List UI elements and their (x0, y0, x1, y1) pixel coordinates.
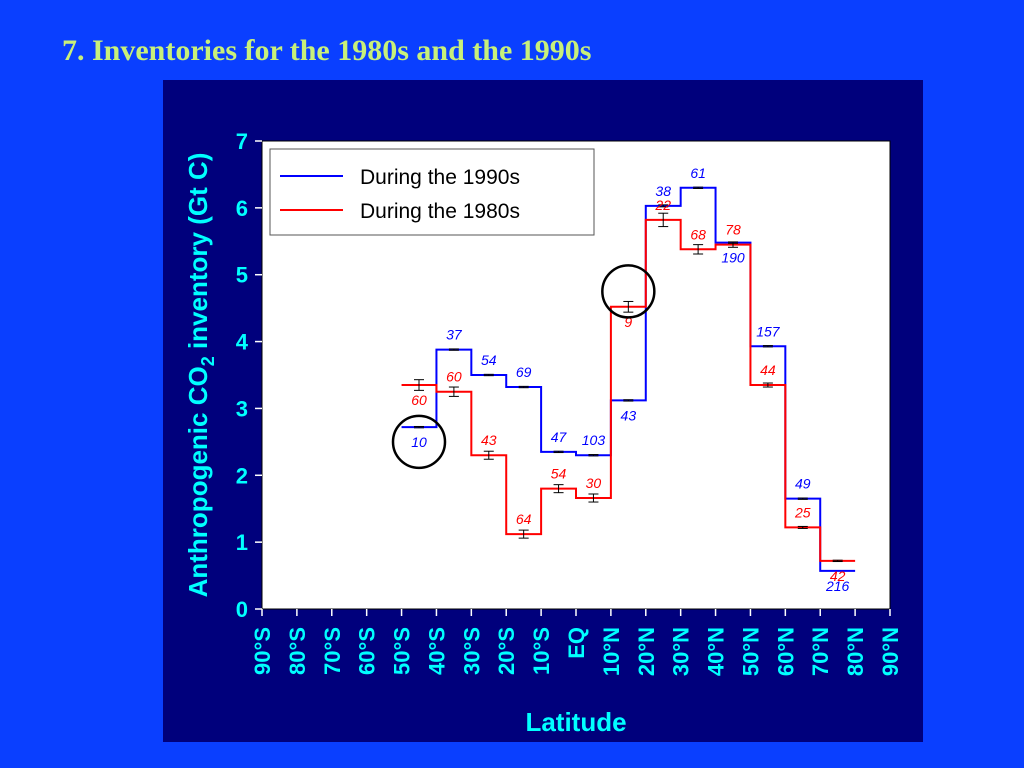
y-tick-label: 3 (236, 396, 248, 421)
legend-label-1990s: During the 1990s (360, 166, 520, 189)
slide-title: 7. Inventories for the 1980s and the 199… (62, 34, 592, 67)
error-bar (588, 454, 599, 457)
x-axis-label: Latitude (525, 707, 626, 737)
x-tick-label: 80°N (843, 627, 868, 676)
error-bar (483, 450, 494, 460)
value-label: 49 (795, 476, 811, 492)
value-label: 103 (582, 432, 606, 448)
errorbar-layer (414, 186, 843, 563)
value-label: 10 (411, 434, 427, 450)
error-bar (832, 559, 843, 563)
value-label: 216 (825, 578, 850, 594)
value-label: 60 (446, 369, 462, 385)
error-bar (414, 379, 424, 391)
error-bar (797, 497, 808, 500)
x-tick-label: 20°S (494, 627, 519, 675)
x-tick-label: 90°S (250, 627, 275, 675)
highlight-circle (391, 414, 447, 470)
value-label: 43 (481, 432, 497, 448)
highlight-layer (391, 264, 656, 470)
value-label: 60 (411, 392, 427, 408)
y-tick-label: 1 (236, 530, 248, 555)
x-tick-label: EQ (564, 627, 589, 659)
error-bar (658, 212, 669, 228)
x-tick-label: 50°N (738, 627, 763, 676)
error-bar (553, 450, 564, 454)
x-tick-label: 70°S (320, 627, 345, 675)
value-label: 25 (794, 504, 811, 520)
error-bar (553, 484, 564, 494)
value-label: 37 (446, 327, 463, 343)
value-label: 44 (760, 362, 776, 378)
y-tick-label: 4 (236, 330, 249, 355)
error-bar (693, 186, 704, 189)
value-label: 47 (551, 429, 568, 445)
value-label-layer: 10 37 54 69 47 103 43 38 61 190 157 49 216 60 60 43 64 54… (411, 165, 849, 594)
x-tick-label: 40°S (424, 627, 449, 675)
y-axis-label: Anthropogenic CO2 inventory (Gt C) (183, 153, 218, 598)
y-axis-label-subscript: 2 (198, 356, 218, 366)
value-label: 54 (551, 466, 567, 482)
x-tick-label: 30°N (669, 627, 694, 676)
error-bar (658, 204, 669, 208)
x-tick-label: 10°N (599, 627, 624, 676)
x-tick-label: 40°N (704, 627, 729, 676)
error-bar (588, 493, 599, 503)
y-axis-label-main: Anthropogenic CO (183, 366, 213, 597)
y-tick-label: 6 (236, 196, 248, 221)
value-label: 54 (481, 352, 497, 368)
value-label: 78 (725, 222, 741, 238)
x-tick-label: 60°S (355, 627, 380, 675)
x-tick-label: 30°S (459, 627, 484, 675)
error-bar (728, 241, 738, 244)
value-label: 190 (721, 250, 745, 266)
error-bar (448, 348, 459, 351)
value-label: 22 (654, 197, 671, 213)
value-label: 64 (516, 511, 532, 527)
y-tick-label: 5 (236, 263, 248, 288)
x-tick-label: 90°N (878, 627, 903, 676)
error-bar (623, 399, 634, 402)
y-tick-label: 7 (236, 129, 248, 154)
error-bar (762, 345, 773, 348)
axes-layer: 0 1 2 3 4 5 6 7 90°S 80°S 70°S 60°S 50°S 40°S 30°S 20°S… (236, 129, 903, 676)
value-label: 157 (756, 323, 781, 339)
error-bar (483, 373, 494, 377)
x-tick-label: 60°N (773, 627, 798, 676)
value-label: 42 (830, 568, 846, 584)
error-bar (518, 385, 529, 389)
value-label: 38 (655, 183, 671, 199)
value-label: 69 (516, 364, 532, 380)
value-label: 30 (586, 475, 602, 491)
legend-box (269, 148, 595, 236)
value-label: 9 (624, 314, 632, 330)
co2-inventory-chart: 0 1 2 3 4 5 6 7 90°S 80°S 70°S 60°S 50°S 40°S 30°S 20°S… (183, 129, 903, 737)
legend: During the 1990s During the 1980s (269, 148, 595, 236)
x-tick-label: 10°S (529, 627, 554, 675)
legend-label-1980s: During the 1980s (360, 200, 520, 223)
error-bar (518, 529, 529, 539)
y-tick-label: 0 (236, 597, 248, 622)
x-tick-label: 50°S (390, 627, 415, 675)
x-tick-label: 80°S (285, 627, 310, 675)
error-bar (762, 382, 773, 388)
error-bar (448, 386, 459, 397)
highlight-circle (601, 264, 656, 319)
value-label: 61 (690, 165, 706, 181)
error-bar (414, 425, 424, 429)
y-tick-label: 2 (236, 463, 248, 488)
error-bar (693, 244, 704, 255)
error-bar (797, 525, 808, 529)
value-label: 68 (690, 226, 706, 242)
value-label: 43 (621, 407, 637, 423)
error-bar (623, 300, 634, 313)
y-axis-label-unit: inventory (Gt C) (183, 153, 213, 357)
x-tick-label: 20°N (634, 627, 659, 676)
chart-panel: 0 1 2 3 4 5 6 7 90°S 80°S 70°S 60°S 50°S 40°S 30°S 20°S… (163, 80, 923, 742)
x-tick-label: 70°N (808, 627, 833, 676)
